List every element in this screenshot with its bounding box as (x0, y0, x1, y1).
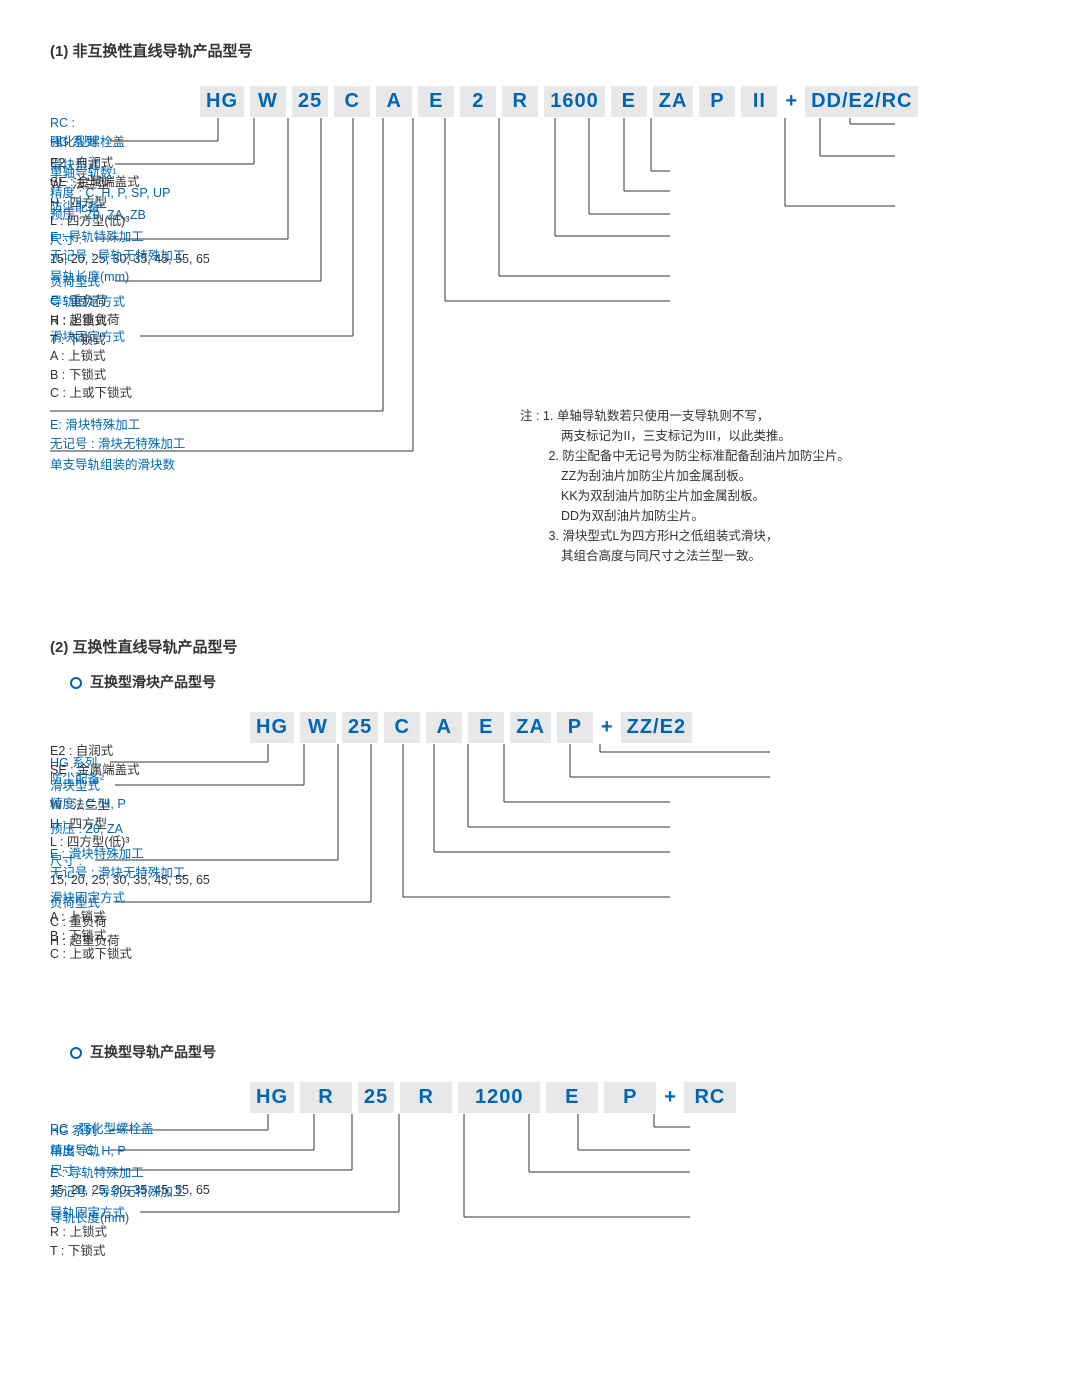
seg: P (699, 86, 735, 117)
lbl: 强化型螺栓盖 (50, 133, 125, 152)
lbl: 无记号 : 导轨无特殊加工 (50, 247, 185, 266)
lbl: C : 上或下锁式 (50, 384, 132, 403)
seg: ZA (653, 86, 694, 117)
seg: R (502, 86, 538, 117)
seg: ZA (510, 712, 551, 743)
lbl: 滑块固定方式 (50, 889, 132, 908)
lbl: RC : 强化型螺栓盖 (50, 1120, 153, 1139)
seg: II (741, 86, 777, 117)
lbl: T : 下锁式 (50, 331, 125, 350)
plus: + (599, 716, 615, 739)
lbl: A : 上锁式 (50, 347, 132, 366)
lbl: 无记号 : 滑块无特殊加工 (50, 435, 185, 454)
diagram-2: HG W 25 C A E ZA P + ZZ/E2 HG 系列 滑块型式 W … (50, 702, 1021, 1002)
lbl: A : 上锁式 (50, 908, 132, 927)
diagram-3: HG R 25 R 1200 E P + RC HG 系列 单出导轨 尺寸 : … (50, 1072, 1021, 1292)
seg: C (334, 86, 370, 117)
lbl: E : 导轨特殊加工 (50, 1164, 185, 1183)
seg: HG (250, 712, 294, 743)
lbl: 预压 : Z0, ZA, ZB (50, 206, 146, 225)
lbl: E : 导轨特殊加工 (50, 228, 185, 247)
lbl: RC : (50, 114, 125, 133)
lbl: E: 滑块特殊加工 (50, 416, 185, 435)
seg: RC (684, 1082, 736, 1113)
seg: HG (250, 1082, 294, 1113)
seg: 1200 (458, 1082, 540, 1113)
seg: A (426, 712, 462, 743)
lbl: 精度 : C, H, P, SP, UP (50, 184, 170, 203)
seg: ZZ/E2 (621, 712, 692, 743)
lbl: 无记号 : 滑块无特殊加工 (50, 864, 185, 883)
lbl: 单轴导轨数¹ (50, 164, 117, 183)
plus: + (662, 1086, 678, 1109)
seg: E (468, 712, 504, 743)
lbl: R : 上锁式 (50, 312, 125, 331)
seg: DD/E2/RC (805, 86, 918, 117)
lbl: E : 滑块特殊加工 (50, 845, 185, 864)
plus: + (783, 90, 799, 113)
lbl: E2 : 自润式 (50, 742, 140, 761)
lbl: 精度 : C, H, P (50, 1142, 126, 1161)
notes: 注 : 1. 单轴导轨数若只使用一支导轨则不写， 两支标记为II，三支标记为II… (520, 406, 850, 566)
lbl: 单支导轨组装的滑块数 (50, 456, 175, 475)
seg: P (604, 1082, 656, 1113)
lbl: C : 上或下锁式 (50, 945, 132, 964)
seg: 25 (342, 712, 378, 743)
seg: HG (200, 86, 244, 117)
seg: R (400, 1082, 452, 1113)
seg: E (418, 86, 454, 117)
lbl: 导轨长度(mm) (50, 1209, 129, 1228)
seg: R (300, 1082, 352, 1113)
seg: 2 (460, 86, 496, 117)
seg: W (300, 712, 336, 743)
seg: 25 (358, 1082, 394, 1113)
lbl: 预压 : Z0, ZA (50, 820, 123, 839)
lbl: B : 下锁式 (50, 366, 132, 385)
lbl: B : 下锁式 (50, 927, 132, 946)
seg: E (611, 86, 647, 117)
seg: A (376, 86, 412, 117)
seg: 25 (292, 86, 328, 117)
section1-title: (1) 非互换性直线导轨产品型号 (50, 40, 1021, 61)
lbl: 导轨固定方式 (50, 293, 125, 312)
seg: 1600 (544, 86, 605, 117)
seg: E (546, 1082, 598, 1113)
seg: P (557, 712, 593, 743)
section2-title: (2) 互换性直线导轨产品型号 (50, 636, 1021, 657)
lbl: T : 下锁式 (50, 1242, 125, 1261)
section2-sub1: 互换型滑块产品型号 (70, 672, 1021, 692)
section3-sub: 互换型导轨产品型号 (70, 1042, 1021, 1062)
lbl: 防尘配备² (50, 770, 104, 789)
lbl: 导轨长度(mm) (50, 268, 129, 287)
seg: C (384, 712, 420, 743)
seg: W (250, 86, 286, 117)
lbl: 无记号 : 导轨无特殊加工 (50, 1183, 185, 1202)
lbl: 精度 : C, H, P (50, 795, 126, 814)
diagram-1: HG W 25 C A E 2 R 1600 E ZA P II + DD/E2… (50, 76, 1021, 596)
